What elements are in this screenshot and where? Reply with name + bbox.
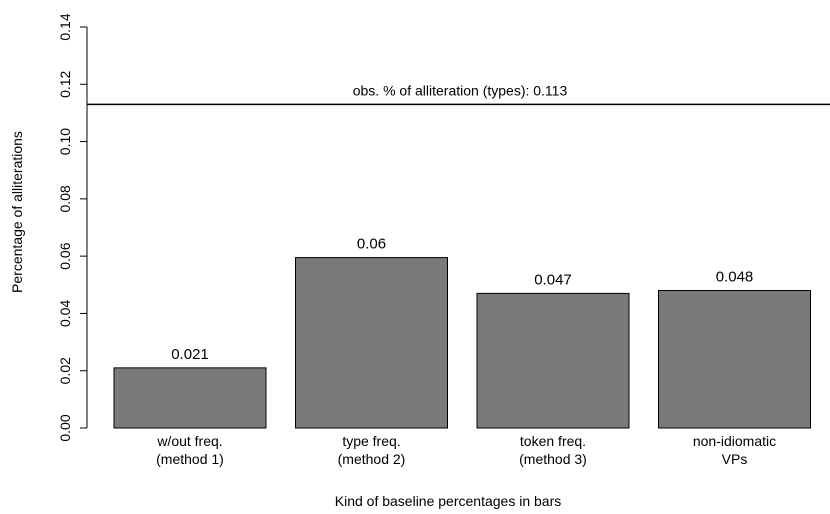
y-tick-label: 0.00 — [57, 414, 73, 441]
y-axis: 0.00 0.02 0.04 0.06 0.08 0.10 0.12 0.14 — [57, 13, 88, 442]
bar-value-label: 0.048 — [716, 269, 754, 286]
y-tick-label: 0.14 — [57, 13, 73, 40]
y-tick-label: 0.02 — [57, 357, 73, 384]
bar — [658, 290, 811, 429]
reference-line-group: obs. % of alliteration (types): 0.113 — [87, 82, 830, 106]
bars: 0.021 0.06 0.047 0.048 — [113, 236, 811, 429]
y-tick-label: 0.10 — [57, 128, 73, 155]
y-tick-label: 0.12 — [57, 70, 73, 97]
category-labels: w/out freq. (method 1) type freq. (method 2… — [156, 433, 776, 467]
reference-line-label: obs. % of alliteration (types): 0.113 — [353, 82, 568, 98]
x-category-label: type freq. (method 2) — [338, 433, 406, 467]
x-category-label: token freq. (method 3) — [519, 433, 587, 467]
y-tick-label: 0.08 — [57, 185, 73, 212]
bar — [295, 257, 448, 429]
bar — [113, 367, 267, 429]
y-tick-label: 0.06 — [57, 242, 73, 269]
bar-value-label: 0.021 — [171, 346, 209, 363]
x-axis-title: Kind of baseline percentages in bars — [335, 493, 561, 509]
y-axis-title: Percentage of alliterations — [9, 131, 25, 293]
y-tick-label: 0.04 — [57, 300, 73, 327]
bar — [476, 292, 630, 429]
bar-value-label: 0.047 — [534, 271, 572, 288]
x-category-label: w/out freq. (method 1) — [156, 433, 224, 467]
bar-value-label: 0.06 — [357, 236, 386, 253]
x-category-label: non-idiomatic VPs — [693, 433, 776, 467]
